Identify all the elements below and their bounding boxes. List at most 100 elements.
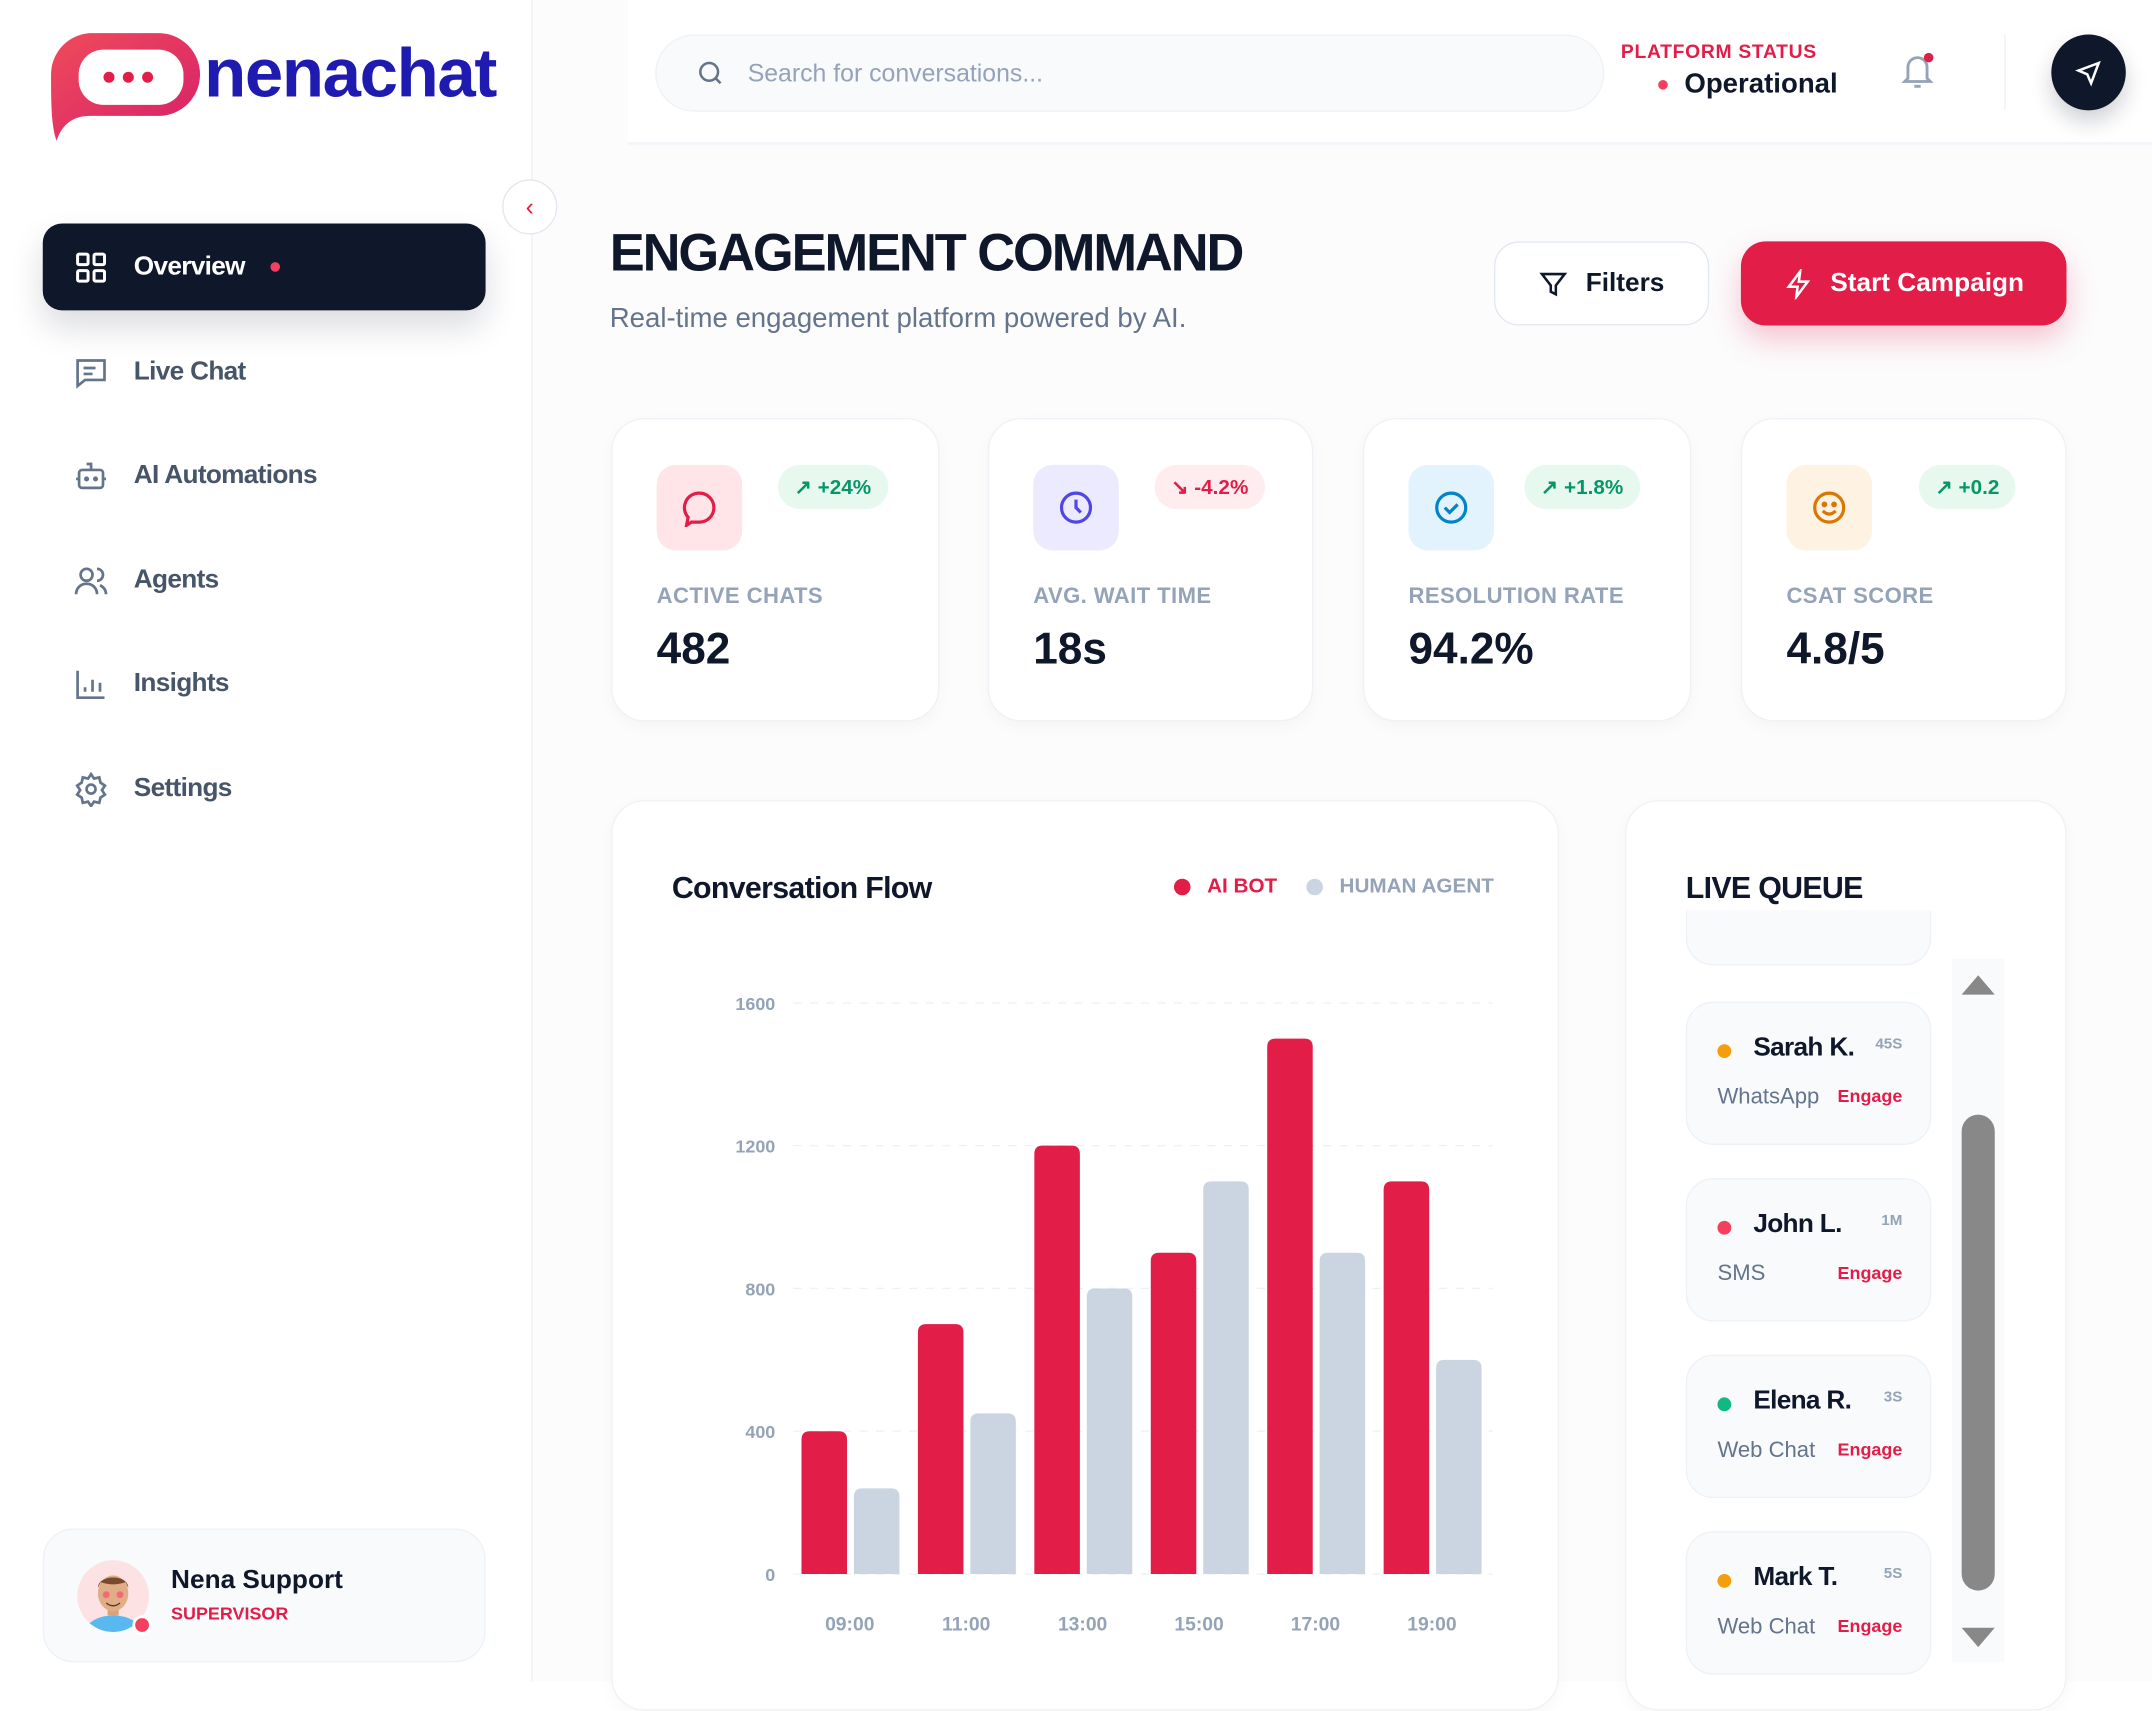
queue-scrollbar[interactable]: [1951, 958, 2005, 1663]
sidebar-item-overview[interactable]: Overview: [42, 223, 486, 311]
bar-human-agent: [1436, 1359, 1482, 1575]
change-badge: ↘ -4.2%: [1154, 464, 1265, 510]
bar-human-agent: [1319, 1252, 1366, 1575]
x-tick-label: 11:00: [942, 1615, 990, 1636]
y-tick-label: 400: [745, 1422, 775, 1442]
stat-value: 482: [656, 623, 731, 674]
x-tick-label: 17:00: [1291, 1615, 1340, 1636]
stat-value: 94.2%: [1408, 623, 1534, 674]
engage-button[interactable]: Engage: [1837, 1262, 1903, 1283]
customer-name: John L.: [1753, 1209, 1842, 1239]
queue-item[interactable]: Elena R. 3S Web Chat Engage: [1685, 1354, 1932, 1499]
platform-status-value: Operational: [1684, 68, 1838, 100]
lightning-icon: [1785, 268, 1810, 299]
sidebar-item-settings[interactable]: Settings: [43, 745, 486, 832]
customer-name: Mark T.: [1753, 1562, 1838, 1592]
change-badge: ↗ +24%: [778, 464, 888, 510]
filters-button[interactable]: Filters: [1493, 241, 1710, 326]
queue-item[interactable]: Sarah K. 45S WhatsApp Engage: [1685, 1001, 1932, 1145]
priority-dot: [1717, 1220, 1732, 1235]
bar-human-agent: [1203, 1181, 1249, 1575]
legend-label-human-agent: HUMAN AGENT: [1339, 874, 1494, 899]
sidebar-item-label: Agents: [133, 564, 219, 594]
page-title: ENGAGEMENT COMMAND: [609, 224, 1245, 283]
engage-button[interactable]: Engage: [1837, 1438, 1903, 1460]
filter-icon: [1540, 272, 1568, 296]
notifications-button[interactable]: [1898, 50, 1937, 98]
brand-name: nenachat: [204, 34, 497, 112]
live-queue-title: LIVE QUEUE: [1685, 870, 1864, 905]
status-dot: [132, 1615, 152, 1635]
x-tick-label: 19:00: [1407, 1615, 1456, 1636]
sidebar-item-label: AI Automations: [133, 460, 318, 490]
start-campaign-label: Start Campaign: [1830, 268, 2025, 298]
stat-card-active-chats: ↗ +24% ACTIVE CHATS 482: [611, 417, 940, 722]
scroll-up-arrow-icon[interactable]: [1961, 975, 1995, 995]
stat-value: 4.8/5: [1786, 623, 1885, 674]
stat-label: AVG. WAIT TIME: [1033, 584, 1212, 609]
search-icon: [699, 61, 722, 85]
user-profile-card[interactable]: Nena Support SUPERVISOR: [42, 1528, 486, 1663]
chevron-left-icon: ‹: [525, 192, 534, 221]
customer-name: Sarah K.: [1753, 1033, 1855, 1063]
x-tick-label: 09:00: [825, 1615, 874, 1636]
sidebar-item-label: Live Chat: [133, 356, 246, 386]
filters-label: Filters: [1585, 268, 1665, 298]
sidebar-item-agents[interactable]: Agents: [43, 537, 486, 624]
priority-dot: [1717, 1044, 1732, 1059]
start-campaign-button[interactable]: Start Campaign: [1740, 241, 2067, 326]
stat-label: RESOLUTION RATE: [1408, 584, 1624, 609]
wait-time: 3S: [1883, 1389, 1903, 1406]
stat-label: ACTIVE CHATS: [656, 584, 824, 609]
y-tick-label: 1200: [735, 1137, 775, 1157]
grid-icon: [76, 251, 106, 282]
search-input[interactable]: Search for conversations...: [655, 34, 1605, 112]
legend-swatch-ai-bot: [1173, 878, 1191, 896]
sidebar-item-label: Insights: [133, 668, 230, 698]
sidebar-item-ai-automations[interactable]: AI Automations: [43, 432, 486, 519]
page-subtitle: Real-time engagement platform powered by…: [609, 303, 1187, 334]
logo[interactable]: [48, 30, 201, 150]
priority-dot: [1717, 1574, 1732, 1588]
list-item-partial: [1685, 910, 1932, 966]
y-tick-label: 0: [765, 1565, 775, 1585]
priority-dot: [1717, 1397, 1732, 1412]
bar-human-agent: [1086, 1288, 1133, 1575]
sidebar: nenachat Overview Live Chat AI Automatio…: [0, 0, 533, 1682]
engage-button[interactable]: Engage: [1837, 1085, 1903, 1107]
customer-name: Elena R.: [1753, 1386, 1852, 1416]
channel: Web Chat: [1717, 1438, 1816, 1463]
collapse-sidebar-button[interactable]: ‹: [502, 179, 558, 235]
cursor-arrow-icon: [2075, 60, 2101, 86]
sidebar-item-live-chat[interactable]: Live Chat: [43, 328, 486, 415]
clock-icon: [1033, 464, 1119, 551]
bar-ai-bot: [801, 1431, 848, 1575]
change-badge: ↗ +0.2: [1918, 464, 2016, 510]
gear-icon: [75, 771, 107, 807]
wait-time: 1M: [1881, 1212, 1903, 1230]
queue-item[interactable]: John L. 1M SMS Engage: [1685, 1178, 1932, 1322]
chart-title: Conversation Flow: [671, 870, 932, 905]
scroll-down-arrow-icon[interactable]: [1961, 1627, 1995, 1648]
search-placeholder: Search for conversations...: [747, 58, 1044, 87]
bar-ai-bot: [1383, 1181, 1430, 1575]
engage-button[interactable]: Engage: [1837, 1615, 1903, 1637]
sidebar-item-insights[interactable]: Insights: [43, 640, 486, 727]
y-tick-label: 1600: [735, 994, 775, 1014]
smile-icon: [1786, 464, 1872, 551]
user-role: SUPERVISOR: [171, 1602, 289, 1624]
wait-time: 5S: [1883, 1565, 1903, 1583]
bar-human-agent: [853, 1488, 900, 1575]
sidebar-item-label: Overview: [133, 251, 246, 281]
send-button[interactable]: [2051, 34, 2126, 111]
x-tick-label: 15:00: [1174, 1615, 1223, 1636]
queue-item[interactable]: Mark T. 5S Web Chat Engage: [1685, 1531, 1932, 1675]
active-indicator-dot: [269, 262, 280, 272]
sidebar-item-label: Settings: [133, 773, 233, 803]
bar-ai-bot: [1150, 1252, 1197, 1575]
legend-swatch-human-agent: [1306, 878, 1323, 896]
divider: [2004, 34, 2006, 111]
scrollbar-thumb[interactable]: [1961, 1114, 1995, 1591]
logo-bubble-icon: [51, 33, 201, 141]
